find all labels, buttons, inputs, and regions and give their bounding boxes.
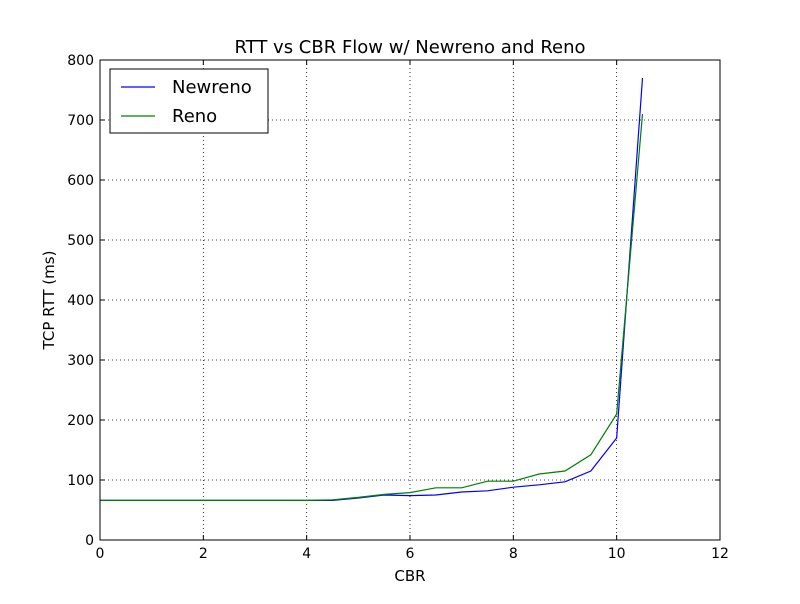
- y-axis-label: TCP RTT (ms): [40, 251, 58, 351]
- x-tick-label: 2: [199, 546, 208, 562]
- x-tick-label: 4: [302, 546, 311, 562]
- x-tick-label: 6: [406, 546, 415, 562]
- legend: Newreno Reno: [109, 68, 269, 134]
- x-tick-label: 10: [608, 546, 626, 562]
- legend-label-newreno: Newreno: [172, 77, 252, 98]
- series-lines: [100, 77, 644, 501]
- chart-title: RTT vs CBR Flow w/ Newreno and Reno: [234, 37, 585, 58]
- x-axis-label: CBR: [394, 567, 425, 585]
- y-tick-label: 200: [67, 413, 94, 429]
- y-tick-label: 800: [67, 53, 94, 69]
- x-tick-label: 0: [96, 546, 105, 562]
- axis-ticks: 0 2 4 6 8 10 12 0 100 200 300 400 500 600 700 800: [67, 53, 729, 562]
- y-tick-label: 700: [67, 113, 94, 129]
- x-tick-label: 12: [711, 546, 729, 562]
- legend-label-reno: Reno: [172, 106, 217, 127]
- y-tick-label: 600: [67, 173, 94, 189]
- legend-box: [109, 68, 269, 134]
- y-tick-label: 0: [85, 533, 94, 549]
- x-tick-label: 8: [509, 546, 518, 562]
- series-line-reno: [100, 113, 644, 501]
- y-tick-label: 400: [67, 293, 94, 309]
- y-tick-label: 500: [67, 233, 94, 249]
- y-tick-label: 300: [67, 353, 94, 369]
- y-tick-label: 100: [67, 473, 94, 489]
